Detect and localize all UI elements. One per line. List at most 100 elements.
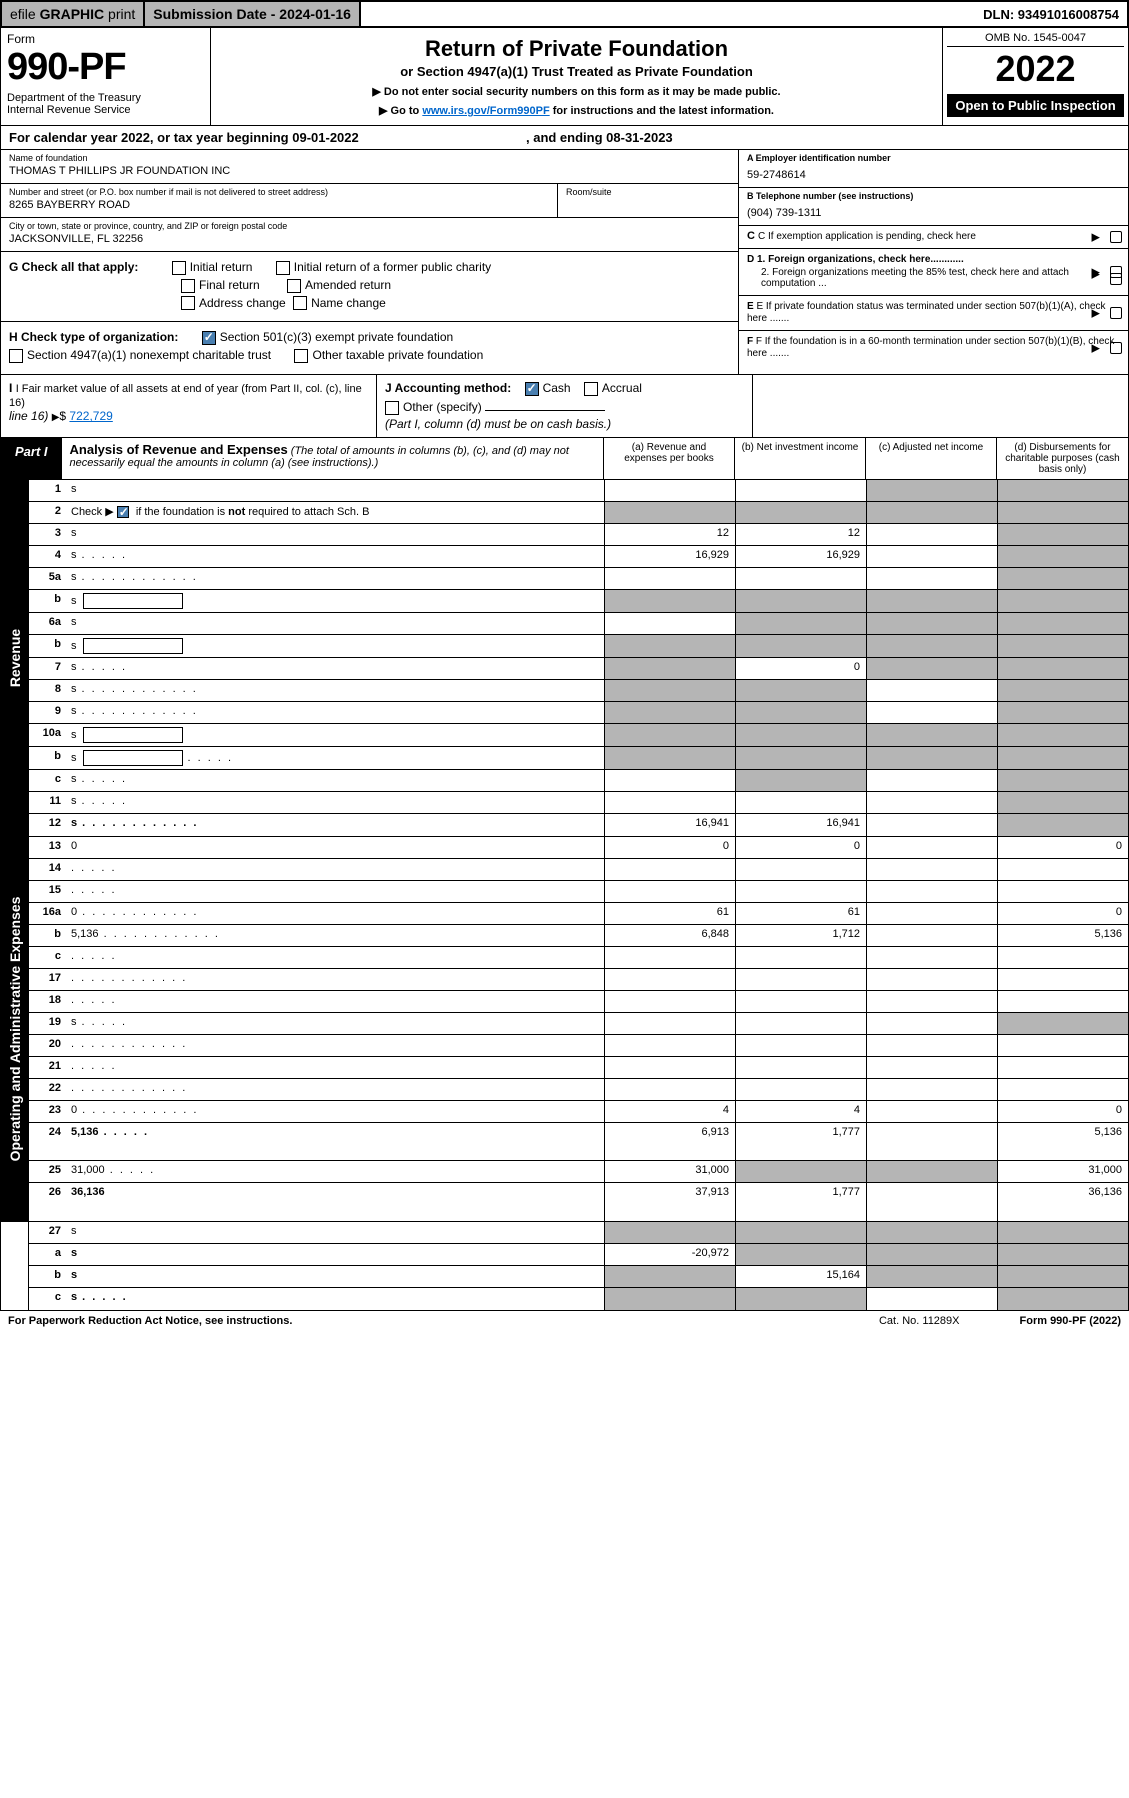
form-link[interactable]: www.irs.gov/Form990PF — [422, 105, 549, 117]
omb-number: OMB No. 1545-0047 — [947, 32, 1124, 47]
table-row: cs — [29, 1288, 1128, 1310]
line-number: b — [29, 747, 65, 769]
cell-c — [866, 502, 997, 523]
line-number: 12 — [29, 814, 65, 836]
chk-accrual[interactable] — [584, 382, 598, 396]
cell-c — [866, 947, 997, 968]
col-d: (d) Disbursements for charitable purpose… — [997, 438, 1128, 479]
efile-badge: efile GRAPHIC print — [2, 2, 145, 26]
table-row: 3s1212 — [29, 524, 1128, 546]
chk-d2[interactable] — [1110, 273, 1122, 285]
cell-b — [735, 724, 866, 746]
cell-a — [604, 568, 735, 589]
cell-a: 16,929 — [604, 546, 735, 567]
cell-b: 1,777 — [735, 1183, 866, 1221]
chk-initial-public[interactable] — [276, 261, 290, 275]
table-row: 8s — [29, 680, 1128, 702]
expenses-side-tab: Operating and Administrative Expenses — [1, 837, 29, 1221]
street-cell: Number and street (or P.O. box number if… — [1, 184, 558, 218]
footer-left: For Paperwork Reduction Act Notice, see … — [8, 1315, 292, 1327]
line-desc: s — [65, 792, 604, 813]
cell-a — [604, 881, 735, 902]
cell-a — [604, 1035, 735, 1056]
chk-4947[interactable] — [9, 349, 23, 363]
bottom-table: 27sas-20,972bs15,164cs — [0, 1222, 1129, 1311]
cell-c — [866, 1183, 997, 1221]
line-number: 8 — [29, 680, 65, 701]
col-a: (a) Revenue and expenses per books — [604, 438, 735, 479]
table-row: 2636,13637,9131,77736,136 — [29, 1183, 1128, 1221]
cell-b — [735, 590, 866, 612]
line-number: 21 — [29, 1057, 65, 1078]
cell-a — [604, 1079, 735, 1100]
form-label: Form — [7, 32, 204, 46]
line-desc: 36,136 — [65, 1183, 604, 1221]
cell-d — [997, 770, 1128, 791]
cell-b: 1,712 — [735, 925, 866, 946]
cell-c — [866, 1101, 997, 1122]
chk-f[interactable] — [1110, 342, 1122, 354]
cell-c — [866, 658, 997, 679]
ein-cell: A Employer identification number 59-2748… — [739, 150, 1128, 188]
line-desc — [65, 881, 604, 902]
chk-name-change[interactable] — [293, 296, 307, 310]
table-row: b5,1366,8481,7125,136 — [29, 925, 1128, 947]
chk-other-method[interactable] — [385, 401, 399, 415]
cell-d: 36,136 — [997, 1183, 1128, 1221]
tax-year: 2022 — [947, 47, 1124, 90]
line-desc: 0 — [65, 837, 604, 858]
cell-b — [735, 747, 866, 769]
line-desc: s — [65, 1013, 604, 1034]
cell-d — [997, 568, 1128, 589]
fmv-link[interactable]: 722,729 — [69, 409, 112, 423]
cell-b — [735, 480, 866, 501]
cell-b — [735, 1035, 866, 1056]
cell-c — [866, 1079, 997, 1100]
cell-c — [866, 702, 997, 723]
cell-a — [604, 969, 735, 990]
footer-right: Form 990-PF (2022) — [1020, 1315, 1122, 1327]
header-left: Form 990-PF Department of the Treasury I… — [1, 28, 211, 125]
e-box: E E If private foundation status was ter… — [739, 296, 1128, 331]
line-desc: s — [65, 814, 604, 836]
chk-501c3[interactable] — [202, 331, 216, 345]
table-row: 9s — [29, 702, 1128, 724]
line-desc: s — [65, 590, 604, 612]
line-number: 17 — [29, 969, 65, 990]
f-cell-dup — [753, 375, 1128, 437]
line-number: c — [29, 947, 65, 968]
chk-e[interactable] — [1110, 307, 1122, 319]
cell-a: 0 — [604, 837, 735, 858]
chk-final-return[interactable] — [181, 279, 195, 293]
table-row: c — [29, 947, 1128, 969]
chk-initial-return[interactable] — [172, 261, 186, 275]
header-center: Return of Private Foundation or Section … — [211, 28, 943, 125]
chk-address-change[interactable] — [181, 296, 195, 310]
chk-cash[interactable] — [525, 382, 539, 396]
cell-a — [604, 770, 735, 791]
expenses-table: Operating and Administrative Expenses 13… — [0, 837, 1129, 1222]
cell-b — [735, 881, 866, 902]
name-cell: Name of foundation THOMAS T PHILLIPS JR … — [1, 150, 738, 184]
cell-b — [735, 1222, 866, 1243]
cell-b — [735, 947, 866, 968]
cell-d — [997, 480, 1128, 501]
cell-c — [866, 1057, 997, 1078]
line-number: 15 — [29, 881, 65, 902]
cell-a — [604, 1013, 735, 1034]
cell-b — [735, 568, 866, 589]
chk-other-taxable[interactable] — [294, 349, 308, 363]
line-number: 16a — [29, 903, 65, 924]
col-b: (b) Net investment income — [735, 438, 866, 479]
cell-a — [604, 724, 735, 746]
chk-c[interactable] — [1110, 231, 1122, 243]
cell-b: 16,929 — [735, 546, 866, 567]
cell-b — [735, 613, 866, 634]
table-row: 17 — [29, 969, 1128, 991]
cell-c — [866, 480, 997, 501]
chk-amended[interactable] — [287, 279, 301, 293]
room-cell: Room/suite — [558, 184, 738, 218]
line-desc — [65, 991, 604, 1012]
part1-header: Part I Analysis of Revenue and Expenses … — [0, 438, 1129, 480]
cell-d — [997, 859, 1128, 880]
